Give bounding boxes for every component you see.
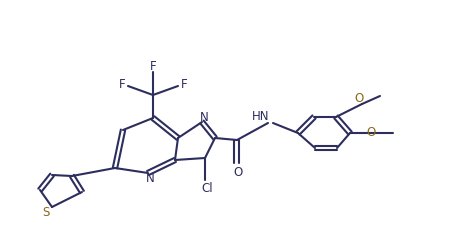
Text: HN: HN bbox=[252, 110, 269, 123]
Text: O: O bbox=[233, 165, 242, 178]
Text: N: N bbox=[199, 112, 208, 124]
Text: F: F bbox=[149, 61, 156, 73]
Text: Cl: Cl bbox=[201, 182, 212, 195]
Text: S: S bbox=[42, 206, 50, 219]
Text: N: N bbox=[145, 172, 154, 185]
Text: O: O bbox=[354, 93, 363, 106]
Text: F: F bbox=[180, 79, 187, 92]
Text: O: O bbox=[366, 126, 375, 138]
Text: F: F bbox=[119, 79, 125, 92]
